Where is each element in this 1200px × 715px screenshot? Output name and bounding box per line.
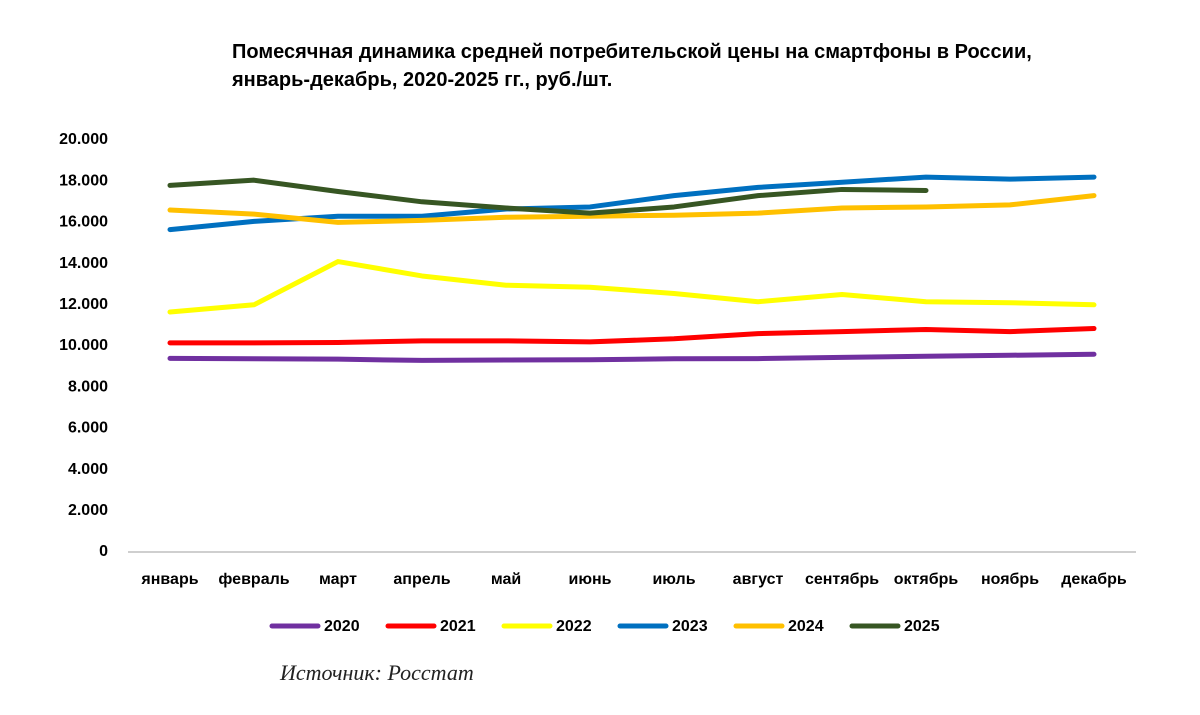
legend-label: 2023 <box>672 618 708 635</box>
x-tick-label: июль <box>652 571 695 588</box>
x-tick-label: январь <box>140 571 198 588</box>
legend-label: 2022 <box>556 618 592 635</box>
y-tick-label: 8.000 <box>68 378 108 395</box>
y-tick-label: 10.000 <box>59 337 108 354</box>
y-tick-label: 4.000 <box>68 461 108 478</box>
legend-label: 2025 <box>904 618 940 635</box>
chart-title: Помесячная динамика средней потребительс… <box>232 41 1032 91</box>
y-tick-label: 12.000 <box>59 296 108 313</box>
source-note: Источник: Росстат <box>280 660 474 685</box>
x-tick-label: октябрь <box>894 571 959 588</box>
series-line <box>167 177 929 216</box>
x-tick-label: май <box>491 571 521 588</box>
x-tick-label: февраль <box>218 571 289 588</box>
y-tick-label: 18.000 <box>59 172 108 189</box>
y-tick-label: 2.000 <box>68 502 108 519</box>
x-tick-label: июнь <box>569 571 612 588</box>
y-tick-label: 6.000 <box>68 420 108 437</box>
y-tick-label: 14.000 <box>59 255 108 272</box>
series-line <box>167 174 1097 233</box>
legend-label: 2024 <box>788 618 824 635</box>
y-tick-label: 16.000 <box>59 214 108 231</box>
series-line <box>167 193 1097 225</box>
x-tick-label: ноябрь <box>981 571 1039 588</box>
series-line <box>167 259 1097 315</box>
legend-label: 2021 <box>440 618 476 635</box>
x-tick-label: август <box>733 571 784 588</box>
y-tick-label: 0 <box>99 543 108 560</box>
series-line <box>167 351 1097 363</box>
x-tick-label: сентябрь <box>805 571 879 588</box>
series-line <box>167 325 1097 346</box>
x-tick-label: апрель <box>393 571 450 588</box>
x-tick-label: декабрь <box>1061 571 1127 588</box>
legend-label: 2020 <box>324 618 360 635</box>
x-tick-label: март <box>319 571 357 588</box>
y-tick-label: 20.000 <box>59 131 108 148</box>
